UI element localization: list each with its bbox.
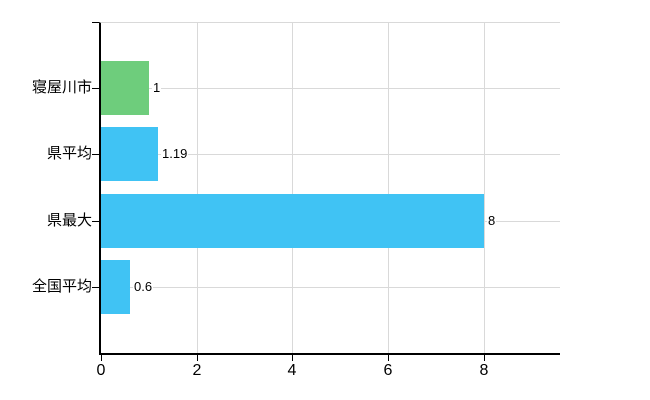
- x-axis-tick: [484, 355, 485, 361]
- category-label: 県平均: [46, 145, 92, 162]
- plot-area: [99, 22, 560, 355]
- bar-県最大: [101, 194, 484, 248]
- horizontal-gridline: [101, 287, 560, 288]
- bar-value-label: 8: [487, 213, 497, 229]
- y-axis-tick: [92, 221, 99, 222]
- bar-value-label: 1: [152, 80, 162, 96]
- x-axis-tick: [197, 355, 198, 361]
- bar-value-label: 0.6: [133, 279, 154, 295]
- horizontal-gridline: [101, 88, 560, 89]
- bar-県平均: [101, 127, 158, 181]
- x-tick-label: 8: [479, 362, 489, 379]
- x-axis-tick: [388, 355, 389, 361]
- category-label: 寝屋川市: [31, 79, 92, 96]
- y-axis-tick: [92, 154, 99, 155]
- x-axis-tick: [292, 355, 293, 361]
- y-axis-top-tick: [92, 22, 99, 23]
- category-label: 全国平均: [31, 278, 92, 295]
- vertical-gridline: [197, 22, 198, 353]
- horizontal-gridline: [101, 154, 560, 155]
- x-tick-label: 4: [287, 362, 297, 379]
- x-tick-label: 6: [383, 362, 393, 379]
- x-tick-label: 0: [96, 362, 106, 379]
- y-axis-tick: [92, 88, 99, 89]
- vertical-gridline: [292, 22, 293, 353]
- bar-全国平均: [101, 260, 130, 314]
- bar-value-label: 1.19: [161, 146, 189, 162]
- vertical-gridline: [484, 22, 485, 353]
- category-label: 県最大: [46, 212, 92, 229]
- x-tick-label: 2: [192, 362, 202, 379]
- x-axis-tick: [101, 355, 102, 361]
- vertical-gridline: [388, 22, 389, 353]
- bar-寝屋川市: [101, 61, 149, 115]
- y-axis-tick: [92, 287, 99, 288]
